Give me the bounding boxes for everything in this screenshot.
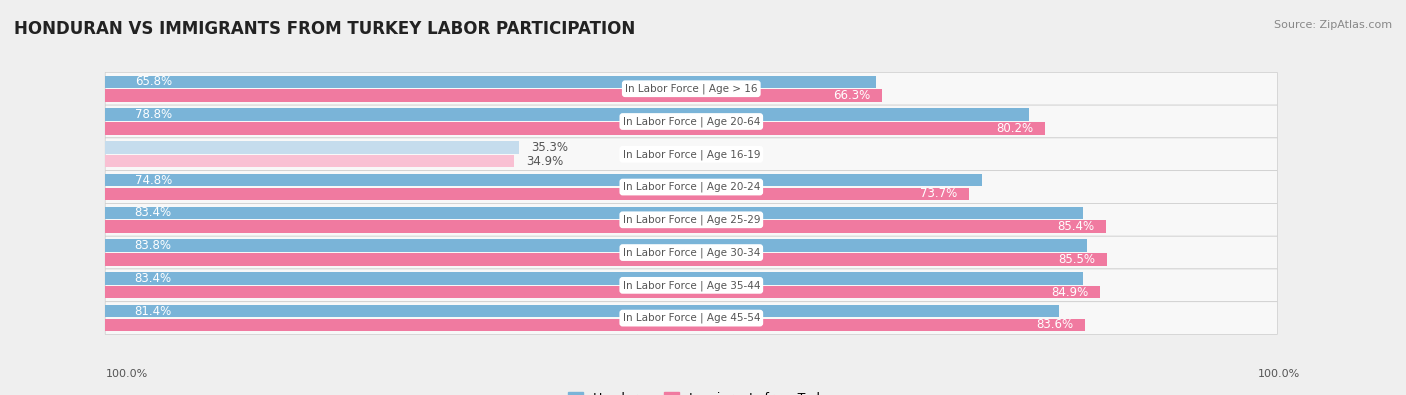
- Bar: [105, 75, 876, 88]
- Bar: [105, 272, 1083, 285]
- Text: 100.0%: 100.0%: [105, 369, 148, 379]
- Text: 83.8%: 83.8%: [135, 239, 172, 252]
- Bar: [105, 188, 969, 200]
- Text: In Labor Force | Age 35-44: In Labor Force | Age 35-44: [623, 280, 761, 291]
- Legend: Honduran, Immigrants from Turkey: Honduran, Immigrants from Turkey: [568, 392, 838, 395]
- Text: 84.9%: 84.9%: [1052, 286, 1088, 299]
- Text: 83.4%: 83.4%: [135, 207, 172, 220]
- Text: In Labor Force | Age 25-29: In Labor Force | Age 25-29: [623, 214, 761, 225]
- FancyBboxPatch shape: [105, 302, 1278, 335]
- Text: 85.5%: 85.5%: [1059, 253, 1095, 266]
- FancyBboxPatch shape: [105, 236, 1278, 269]
- Bar: [105, 239, 1087, 252]
- Text: 35.3%: 35.3%: [530, 141, 568, 154]
- Text: 74.8%: 74.8%: [135, 174, 172, 187]
- Text: In Labor Force | Age 45-54: In Labor Force | Age 45-54: [623, 313, 761, 324]
- Text: 73.7%: 73.7%: [920, 187, 957, 200]
- Text: 34.9%: 34.9%: [526, 155, 564, 167]
- FancyBboxPatch shape: [105, 269, 1278, 302]
- Text: In Labor Force | Age 30-34: In Labor Force | Age 30-34: [623, 247, 761, 258]
- Bar: [105, 122, 1045, 135]
- Text: 83.6%: 83.6%: [1036, 318, 1073, 331]
- Bar: [105, 174, 981, 186]
- Bar: [105, 253, 1108, 266]
- Text: In Labor Force | Age > 16: In Labor Force | Age > 16: [626, 83, 758, 94]
- Text: 100.0%: 100.0%: [1258, 369, 1301, 379]
- Bar: [105, 108, 1029, 121]
- Text: 81.4%: 81.4%: [135, 305, 172, 318]
- Text: HONDURAN VS IMMIGRANTS FROM TURKEY LABOR PARTICIPATION: HONDURAN VS IMMIGRANTS FROM TURKEY LABOR…: [14, 20, 636, 38]
- Text: In Labor Force | Age 20-24: In Labor Force | Age 20-24: [623, 182, 761, 192]
- Text: 83.4%: 83.4%: [135, 272, 172, 285]
- Text: 65.8%: 65.8%: [135, 75, 172, 88]
- Bar: [105, 207, 1083, 219]
- Bar: [105, 89, 883, 102]
- Text: Source: ZipAtlas.com: Source: ZipAtlas.com: [1274, 20, 1392, 30]
- FancyBboxPatch shape: [105, 203, 1278, 236]
- Bar: [105, 319, 1085, 331]
- Bar: [105, 286, 1099, 299]
- FancyBboxPatch shape: [105, 105, 1278, 138]
- Text: 78.8%: 78.8%: [135, 108, 172, 121]
- Text: 85.4%: 85.4%: [1057, 220, 1094, 233]
- FancyBboxPatch shape: [105, 72, 1278, 105]
- FancyBboxPatch shape: [105, 138, 1278, 171]
- Bar: [105, 220, 1107, 233]
- Text: In Labor Force | Age 16-19: In Labor Force | Age 16-19: [623, 149, 761, 160]
- Bar: [105, 155, 515, 167]
- Bar: [105, 305, 1059, 318]
- Text: 66.3%: 66.3%: [834, 89, 870, 102]
- Bar: [105, 141, 519, 154]
- Text: In Labor Force | Age 20-64: In Labor Force | Age 20-64: [623, 116, 761, 127]
- Text: 80.2%: 80.2%: [997, 122, 1033, 135]
- FancyBboxPatch shape: [105, 171, 1278, 203]
